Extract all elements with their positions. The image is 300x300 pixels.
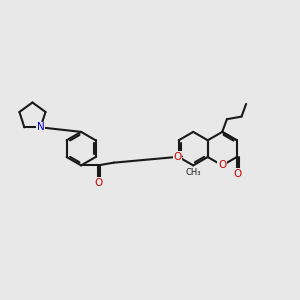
Text: O: O: [218, 160, 226, 170]
Text: N: N: [37, 122, 44, 132]
Text: O: O: [234, 169, 242, 179]
Text: CH₃: CH₃: [185, 169, 201, 178]
Text: O: O: [94, 178, 103, 188]
Text: O: O: [173, 152, 182, 162]
